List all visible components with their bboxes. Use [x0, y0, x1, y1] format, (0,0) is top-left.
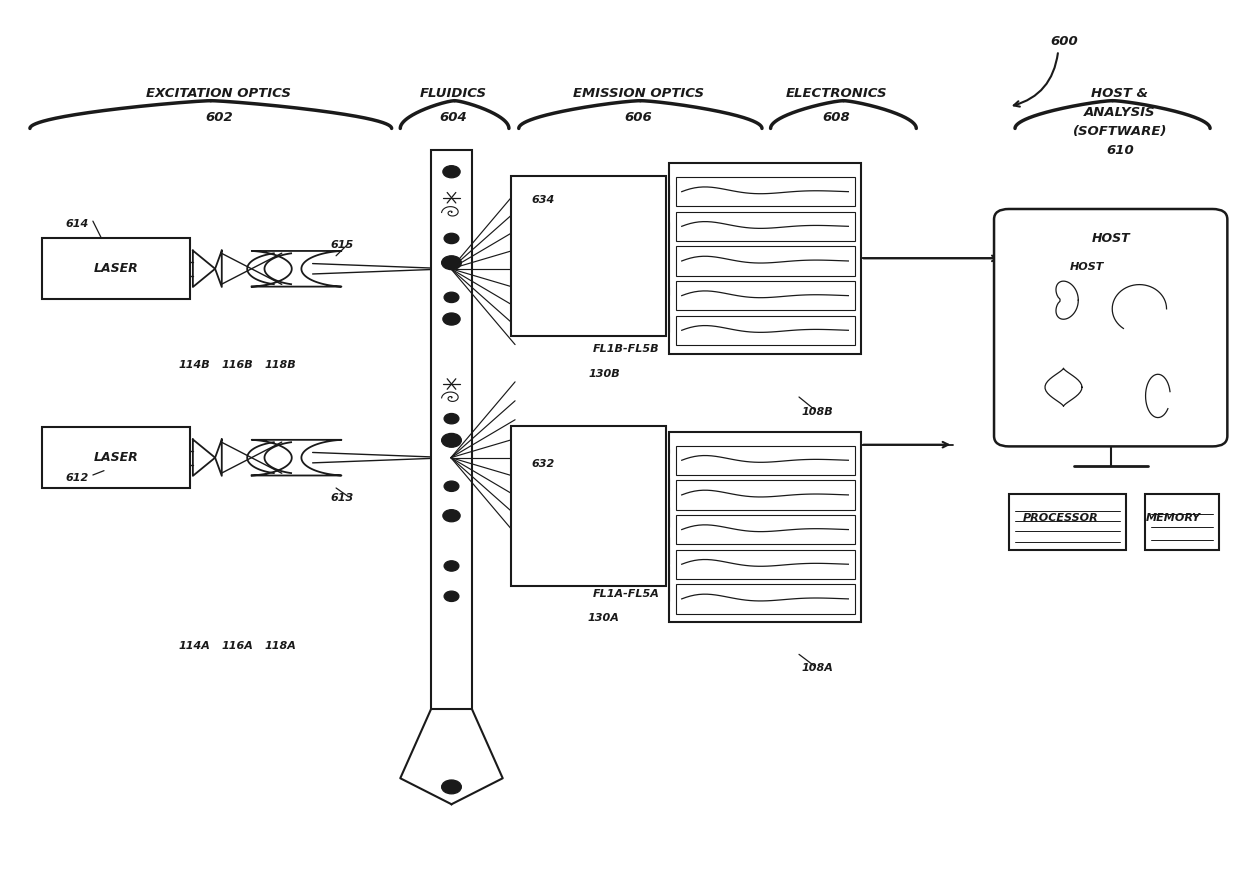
- Text: 116B: 116B: [222, 360, 253, 370]
- Circle shape: [443, 509, 460, 521]
- Text: 602: 602: [205, 111, 233, 124]
- Text: (SOFTWARE): (SOFTWARE): [1073, 126, 1167, 139]
- Text: 634: 634: [532, 195, 556, 205]
- Circle shape: [444, 413, 459, 424]
- Text: 606: 606: [625, 111, 652, 124]
- Bar: [676, 514, 854, 544]
- Bar: [582, 221, 655, 321]
- Bar: [511, 426, 666, 586]
- Bar: [1024, 349, 1104, 426]
- FancyBboxPatch shape: [994, 209, 1228, 446]
- Text: 614: 614: [66, 219, 88, 228]
- Text: 604: 604: [439, 111, 467, 124]
- Text: 114B: 114B: [179, 360, 210, 370]
- Circle shape: [444, 481, 459, 492]
- Text: HOST: HOST: [1091, 232, 1130, 245]
- Bar: [676, 480, 854, 509]
- Circle shape: [444, 233, 459, 243]
- Circle shape: [441, 433, 461, 447]
- Text: FLUIDICS: FLUIDICS: [420, 87, 487, 100]
- Text: 608: 608: [822, 111, 849, 124]
- Text: FL1B-FL5B: FL1B-FL5B: [593, 344, 660, 354]
- Bar: [511, 176, 666, 337]
- Text: ELECTRONICS: ELECTRONICS: [785, 87, 887, 100]
- Circle shape: [443, 313, 460, 325]
- Bar: [676, 446, 854, 475]
- Text: 600: 600: [1050, 35, 1079, 48]
- Text: 610: 610: [1106, 145, 1133, 158]
- Bar: [676, 316, 854, 345]
- Bar: [515, 213, 632, 334]
- Circle shape: [444, 591, 459, 602]
- Bar: [1118, 349, 1198, 426]
- Bar: [537, 215, 640, 330]
- Circle shape: [443, 166, 460, 178]
- Bar: [42, 427, 191, 488]
- Bar: [582, 470, 655, 570]
- Circle shape: [441, 255, 461, 269]
- Text: ANALYSIS: ANALYSIS: [1084, 106, 1156, 119]
- Text: HOST: HOST: [1069, 262, 1104, 272]
- Bar: [676, 549, 854, 579]
- Text: 114A: 114A: [179, 641, 210, 651]
- Text: 108A: 108A: [801, 664, 833, 673]
- Bar: [670, 432, 861, 623]
- Bar: [537, 465, 640, 579]
- Bar: [1118, 262, 1198, 338]
- Bar: [42, 238, 191, 299]
- Bar: [515, 462, 632, 583]
- Bar: [676, 584, 854, 614]
- Text: 632: 632: [532, 459, 556, 469]
- Bar: [604, 223, 662, 317]
- Text: EMISSION OPTICS: EMISSION OPTICS: [573, 87, 704, 100]
- Text: 130A: 130A: [588, 613, 620, 623]
- Bar: [432, 150, 472, 709]
- Bar: [676, 281, 854, 310]
- Bar: [1009, 494, 1126, 550]
- Text: LASER: LASER: [94, 451, 139, 464]
- Text: EXCITATION OPTICS: EXCITATION OPTICS: [146, 87, 291, 100]
- Text: 118B: 118B: [264, 360, 296, 370]
- Text: 615: 615: [331, 241, 353, 250]
- Bar: [559, 218, 647, 325]
- Bar: [1145, 494, 1219, 550]
- Bar: [676, 177, 854, 207]
- Bar: [676, 212, 854, 241]
- Text: FL1A-FL5A: FL1A-FL5A: [593, 589, 660, 599]
- Bar: [604, 473, 662, 566]
- Text: 116A: 116A: [222, 641, 253, 651]
- Text: MEMORY: MEMORY: [1146, 514, 1200, 523]
- Text: 613: 613: [331, 494, 353, 503]
- Text: 118A: 118A: [264, 641, 296, 651]
- Bar: [559, 467, 647, 575]
- Text: 108B: 108B: [801, 406, 833, 417]
- Text: LASER: LASER: [94, 262, 139, 276]
- Text: 612: 612: [66, 473, 88, 482]
- Bar: [1024, 262, 1104, 338]
- Text: 130B: 130B: [588, 369, 620, 378]
- Circle shape: [441, 780, 461, 794]
- Circle shape: [444, 292, 459, 303]
- Bar: [670, 163, 861, 354]
- Circle shape: [444, 561, 459, 571]
- Bar: [676, 246, 854, 276]
- Text: PROCESSOR: PROCESSOR: [1023, 514, 1099, 523]
- Text: HOST &: HOST &: [1091, 87, 1148, 100]
